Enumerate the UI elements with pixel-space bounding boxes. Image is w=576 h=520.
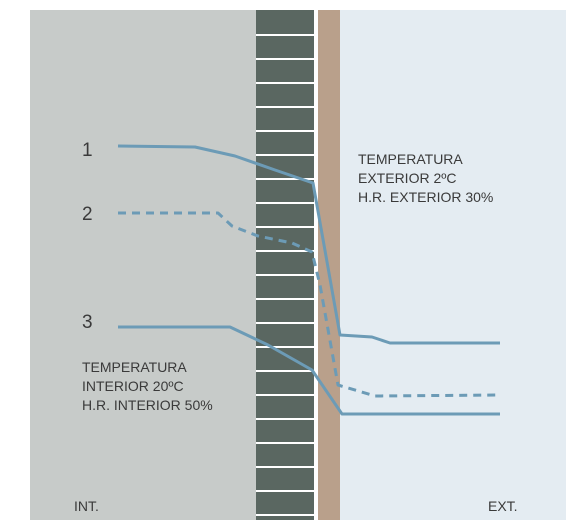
curve-2-label: 2 [82,204,93,225]
exterior-line-3: H.R. EXTERIOR 30% [358,189,494,205]
mortar-joint [256,82,314,84]
mortar-joint [256,466,314,468]
exterior-line-2: EXTERIOR 2ºC [358,170,457,186]
mortar-joint [256,298,314,300]
mortar-joint [256,370,314,372]
interior-edge-label: INT. [74,498,99,514]
mortar-joint [256,202,314,204]
mortar-joint [256,154,314,156]
interior-zone [30,10,256,520]
interior-line-3: H.R. INTERIOR 50% [82,397,213,413]
exterior-zone [340,10,566,520]
mortar-joint [256,322,314,324]
mortar-joint [256,274,314,276]
interior-line-2: INTERIOR 20ºC [82,378,184,394]
curve-1-label: 1 [82,140,93,161]
mortar-joint [256,490,314,492]
mortar-joint [256,346,314,348]
masonry-wall [256,10,314,520]
interior-conditions: TEMPERATURA INTERIOR 20ºC H.R. INTERIOR … [82,358,213,415]
mortar-joint [256,514,314,516]
mortar-joints [256,34,314,516]
curve-1-line [117,144,500,345]
exterior-line-1: TEMPERATURA [358,151,463,167]
mortar-joint [256,178,314,180]
mortar-joint [256,130,314,132]
mortar-joint [256,34,314,36]
mortar-joint [256,250,314,252]
exterior-edge-label: EXT. [488,498,518,514]
curve-3-label: 3 [82,312,93,333]
exterior-conditions: TEMPERATURA EXTERIOR 2ºC H.R. EXTERIOR 3… [358,150,493,207]
interior-line-1: TEMPERATURA [82,359,187,375]
curve-3-line [118,325,500,416]
mortar-joint [256,58,314,60]
mortar-joint [256,106,314,108]
mortar-joint [256,226,314,228]
mortar-joint [256,394,314,396]
mortar-joint [256,418,314,420]
mortar-joint [256,442,314,444]
